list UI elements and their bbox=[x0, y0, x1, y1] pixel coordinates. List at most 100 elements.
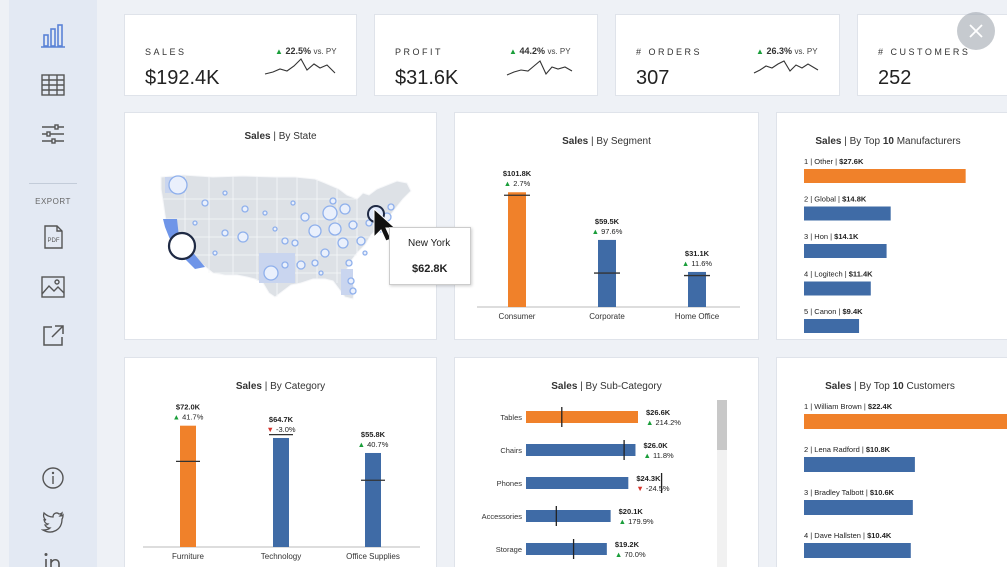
external-link-icon[interactable] bbox=[39, 322, 67, 350]
change-label: ▲ 179.9% bbox=[619, 517, 654, 526]
bar-value: $14.1K bbox=[834, 232, 859, 241]
change-label: ▼ -3.0% bbox=[266, 425, 295, 434]
state-bubble bbox=[168, 175, 188, 195]
state-bubble bbox=[300, 212, 310, 222]
up-arrow-icon: ▲ bbox=[504, 179, 514, 188]
bar-category: 3 | Bradley Talbott | bbox=[804, 488, 870, 497]
bar bbox=[526, 444, 636, 456]
bar-category: 3 | Hon | bbox=[804, 232, 834, 241]
state-bubble bbox=[322, 205, 338, 221]
bar-value: $10.4K bbox=[867, 531, 892, 540]
value-label: $26.0K bbox=[643, 441, 668, 450]
change-label: ▲ 97.6% bbox=[592, 227, 623, 236]
table-icon[interactable] bbox=[39, 71, 67, 99]
bar bbox=[804, 543, 911, 558]
down-arrow-icon: ▼ bbox=[266, 425, 276, 434]
state-bubble bbox=[272, 226, 278, 232]
value-label: $101.8K bbox=[503, 169, 532, 178]
bar-category: 1 | William Brown | bbox=[804, 402, 868, 411]
up-arrow-icon: ▲ bbox=[756, 47, 764, 56]
twitter-icon[interactable] bbox=[39, 508, 67, 536]
info-icon[interactable] bbox=[39, 464, 67, 492]
map-card[interactable]: Sales | By State New York $62.8K bbox=[124, 112, 471, 341]
bar-label: 2 | Lena Radford | $10.8K bbox=[804, 445, 891, 454]
change-value: -3.0% bbox=[276, 425, 296, 434]
state-bubble bbox=[328, 222, 342, 236]
category-chart-card[interactable]: Sales | By Category $72.0K ▲ 41.7% Furnitu… bbox=[124, 357, 437, 567]
bar bbox=[804, 281, 871, 296]
bar-label: 4 | Logitech | $11.4K bbox=[804, 270, 873, 279]
image-icon[interactable] bbox=[39, 273, 67, 301]
category-label: Home Office bbox=[675, 312, 720, 321]
kpi-label: # CUSTOMERS bbox=[878, 47, 971, 57]
kpi-value: 307 bbox=[636, 67, 670, 89]
tooltip-value: $62.8K bbox=[412, 263, 448, 275]
state-florida bbox=[341, 269, 353, 295]
bar-value: $10.8K bbox=[866, 445, 891, 454]
scrollbar-thumb[interactable] bbox=[717, 400, 727, 450]
category-label: Office Supplies bbox=[346, 552, 400, 561]
bar-label: 1 | William Brown | $22.4K bbox=[804, 402, 893, 411]
change-value: 41.7% bbox=[182, 413, 204, 422]
chart-title-rest: | By Top 10 Customers bbox=[851, 381, 955, 392]
value-label: $20.1K bbox=[619, 507, 644, 516]
pdf-icon[interactable]: PDF bbox=[39, 223, 67, 251]
linkedin-icon[interactable] bbox=[39, 548, 67, 567]
kpi-card-sales[interactable]: SALES ▲ 22.5% vs. PY $192.4K bbox=[124, 14, 357, 96]
subcategory-chart-card[interactable]: Sales | By Sub-Category Tables $26.6K ▲ 21… bbox=[454, 357, 759, 567]
category-label: Technology bbox=[261, 552, 301, 561]
state-bubble bbox=[365, 219, 373, 227]
kpi-card-profit[interactable]: PROFIT ▲ 44.2% vs. PY $31.6K bbox=[374, 14, 598, 96]
bar-category: 2 | Lena Radford | bbox=[804, 445, 866, 454]
value-label: $59.5K bbox=[595, 217, 620, 226]
state-bubbles bbox=[168, 175, 395, 295]
bar-label: 1 | Other | $27.6K bbox=[804, 157, 864, 166]
kpi-card-orders[interactable]: # ORDERS ▲ 26.3% vs. PY 307 bbox=[615, 14, 840, 96]
change-label: ▲ 40.7% bbox=[358, 440, 389, 449]
kpi-change: ▲ 44.2% vs. PY bbox=[509, 46, 571, 56]
chart-title-rest: | By Segment bbox=[588, 136, 651, 147]
value-label: $72.0K bbox=[176, 403, 201, 412]
category-label: Furniture bbox=[172, 552, 205, 561]
bar-value: $10.6K bbox=[870, 488, 895, 497]
bar bbox=[508, 192, 526, 307]
kpi-label: SALES bbox=[145, 47, 187, 57]
close-button[interactable] bbox=[957, 12, 995, 50]
manufacturers-chart-card[interactable]: Sales | By Top 10 Manufacturers 1 | Othe… bbox=[776, 112, 1007, 340]
customers-chart-card[interactable]: Sales | By Top 10 Customers 1 | William … bbox=[776, 357, 1007, 567]
state-bubble bbox=[201, 199, 209, 207]
change-value: 214.2% bbox=[656, 418, 682, 427]
map-tooltip: New York $62.8K bbox=[389, 227, 471, 285]
change-value: 11.8% bbox=[653, 451, 674, 460]
category-label: Consumer bbox=[499, 312, 536, 321]
bar-value: $11.4K bbox=[849, 270, 873, 279]
state-bubble bbox=[318, 270, 324, 276]
value-label: $64.7K bbox=[269, 415, 294, 424]
sidebar-divider bbox=[29, 183, 77, 184]
change-value: 2.7% bbox=[513, 179, 530, 188]
kpi-change: ▲ 26.3% vs. PY bbox=[756, 46, 818, 56]
change-label: ▲ 2.7% bbox=[504, 179, 531, 188]
kpi-card-customers[interactable]: # CUSTOMERS 252 bbox=[857, 14, 1007, 96]
segment-chart-card[interactable]: Sales | By Segment $101.8K ▲ 2.7% Consumer… bbox=[454, 112, 759, 340]
up-arrow-icon: ▲ bbox=[643, 451, 653, 460]
bar bbox=[804, 414, 1007, 429]
state-bubble bbox=[212, 250, 218, 256]
change-label: ▼ -24.5% bbox=[636, 484, 670, 493]
state-bubble bbox=[345, 259, 353, 267]
bar-chart-icon[interactable] bbox=[39, 22, 67, 50]
state-bubble bbox=[356, 236, 366, 246]
us-map[interactable] bbox=[125, 113, 438, 341]
kpi-label: # ORDERS bbox=[636, 47, 703, 57]
state-bubble bbox=[241, 205, 249, 213]
bar bbox=[804, 244, 887, 258]
change-label: ▲ 214.2% bbox=[646, 418, 681, 427]
up-arrow-icon: ▲ bbox=[509, 47, 517, 56]
bar-value: $22.4K bbox=[868, 402, 893, 411]
state-texas bbox=[259, 253, 295, 283]
bar-label: 3 | Hon | $14.1K bbox=[804, 232, 859, 241]
filter-sliders-icon[interactable] bbox=[39, 120, 67, 148]
change-label: ▲ 70.0% bbox=[615, 550, 646, 559]
scrollbar-track[interactable] bbox=[717, 400, 727, 567]
kpi-label: PROFIT bbox=[395, 47, 443, 57]
